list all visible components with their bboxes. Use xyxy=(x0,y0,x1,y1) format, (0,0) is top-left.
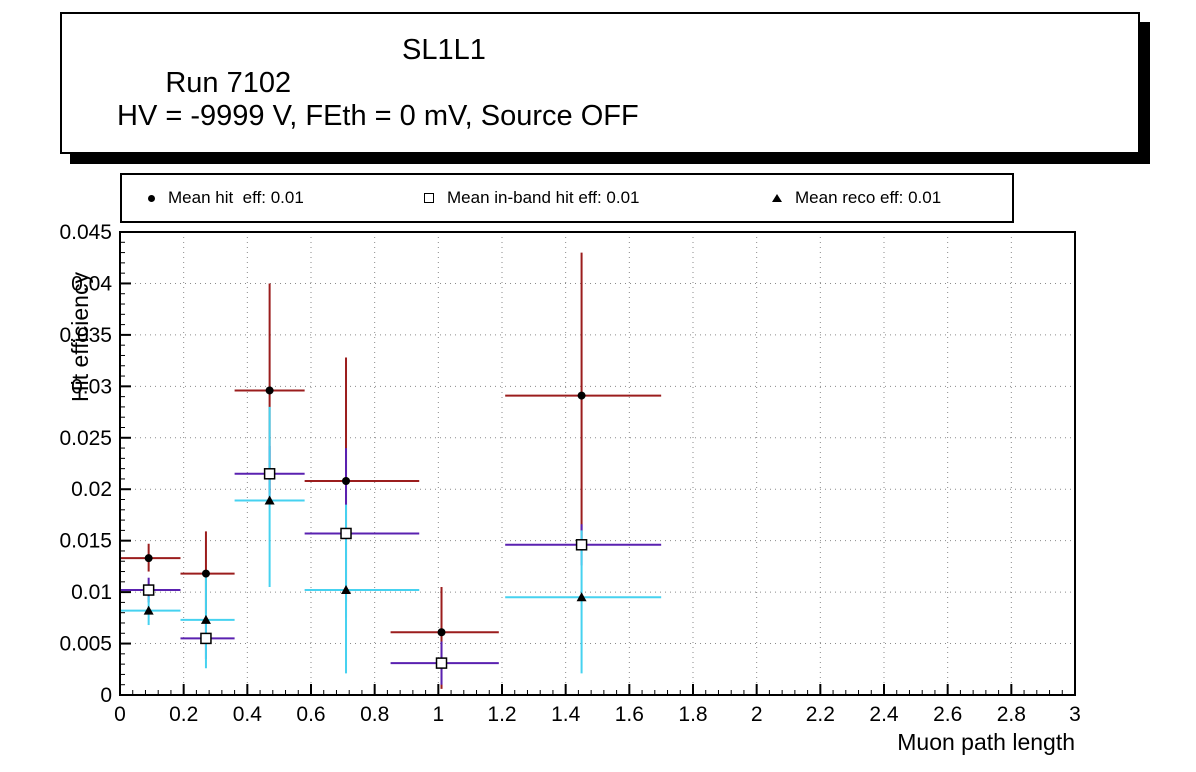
plot-frame xyxy=(119,231,1076,696)
x-tick-label: 1.2 xyxy=(487,703,516,726)
y-tick-label: 0.015 xyxy=(59,530,112,553)
y-tick-label: 0.03 xyxy=(71,375,112,398)
x-tick-label: 1.4 xyxy=(551,703,581,726)
x-tick-label: 2.6 xyxy=(933,703,962,726)
y-tick-label: 0.025 xyxy=(59,427,112,450)
legend-label-inband-hit-eff: Mean in-band hit eff: 0.01 xyxy=(447,188,640,207)
x-tick-label: 1 xyxy=(432,703,444,726)
conditions-label: HV = -9999 V, FEth = 0 mV, Source OFF xyxy=(117,100,639,132)
x-tick-label: 1.6 xyxy=(615,703,644,726)
triangle-marker xyxy=(264,495,275,505)
x-tick-label: 0 xyxy=(114,703,126,726)
triangle-marker-icon xyxy=(772,194,782,202)
chamber-label: SL1L1 xyxy=(402,34,486,66)
y-tick-labels: 0 0.005 0.01 0.015 0.02 0.025 0.03 0.035 0.04 0.0… xyxy=(59,221,112,707)
square-marker xyxy=(575,539,588,551)
y-tick-label: 0.01 xyxy=(71,581,112,604)
series-markers-2 xyxy=(143,495,587,624)
y-axis-title: Hit efficiency xyxy=(67,272,93,402)
circle-marker xyxy=(144,554,153,563)
triangle-marker xyxy=(576,592,587,602)
square-marker xyxy=(263,468,276,480)
y-tick-label: 0.045 xyxy=(59,221,112,244)
x-tick-labels: 0 0.2 0.4 0.6 0.8 1 1.2 1.4 1.6 1.8 2 2.2 2.4 2.6 2.8 3 xyxy=(114,703,1081,726)
series-markers-1 xyxy=(142,468,588,669)
run-label: Run 7102 xyxy=(165,67,292,99)
y-tick-label: 0.035 xyxy=(59,324,112,347)
x-tick-label: 2.2 xyxy=(806,703,835,726)
y-tick-label: 0.005 xyxy=(59,633,112,656)
series-markers-0 xyxy=(144,386,586,637)
series-errorbars-0 xyxy=(120,252,662,689)
x-tick-label: 1.8 xyxy=(678,703,707,726)
legend-entry-inband-hit-eff: Mean in-band hit eff: 0.01 xyxy=(424,188,640,208)
square-marker xyxy=(435,657,448,669)
y-tick-label: 0 xyxy=(100,684,112,707)
x-tick-label: 0.4 xyxy=(233,703,263,726)
square-marker xyxy=(200,632,212,645)
x-tick-label: 0.8 xyxy=(360,703,389,726)
open-square-marker-icon xyxy=(424,193,434,203)
title-box: Run 7102 SL1L1 HV = -9999 V, FEth = 0 mV… xyxy=(60,12,1140,154)
square-marker xyxy=(142,584,155,596)
grid xyxy=(120,232,1075,695)
triangle-marker xyxy=(341,585,352,595)
circle-marker xyxy=(201,569,210,578)
y-tick-label: 0.04 xyxy=(71,272,112,295)
circle-marker xyxy=(437,628,446,637)
x-tick-label: 2.8 xyxy=(997,703,1026,726)
legend-entry-mean-hit-eff: Mean hit eff: 0.01 xyxy=(148,188,304,208)
x-tick-label: 2.4 xyxy=(869,703,899,726)
axis-ticks xyxy=(119,231,1076,696)
circle-marker xyxy=(577,391,586,400)
square-marker xyxy=(340,527,352,540)
x-tick-label: 3 xyxy=(1069,703,1081,726)
circle-marker-icon xyxy=(148,194,155,202)
x-axis-title: Muon path length xyxy=(897,729,1075,755)
legend-label-mean-hit-eff: Mean hit eff: 0.01 xyxy=(168,188,304,207)
title-line-1: Run 7102 SL1L1 xyxy=(117,34,486,166)
y-tick-label: 0.02 xyxy=(71,478,112,501)
triangle-marker xyxy=(200,614,211,624)
circle-marker xyxy=(342,476,351,485)
legend: Mean hit eff: 0.01 Mean in-band hit eff:… xyxy=(120,173,1014,223)
legend-label-reco-eff: Mean reco eff: 0.01 xyxy=(795,188,942,207)
circle-marker xyxy=(265,386,274,395)
x-tick-label: 2 xyxy=(751,703,763,726)
x-tick-label: 0.6 xyxy=(296,703,325,726)
legend-entry-reco-eff: Mean reco eff: 0.01 xyxy=(772,188,941,208)
x-tick-label: 0.2 xyxy=(169,703,198,726)
triangle-marker xyxy=(143,605,154,615)
